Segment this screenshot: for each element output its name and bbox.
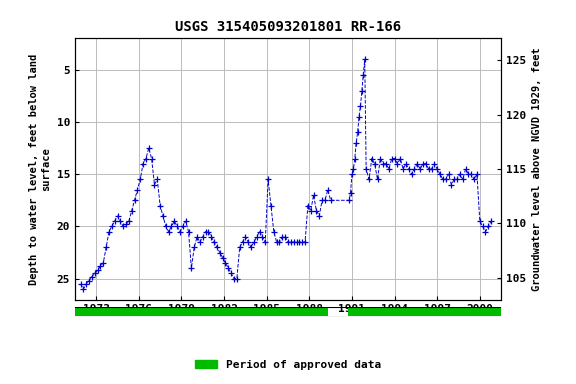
Title: USGS 315405093201801 RR-166: USGS 315405093201801 RR-166 xyxy=(175,20,401,35)
Y-axis label: Groundwater level above NGVD 1929, feet: Groundwater level above NGVD 1929, feet xyxy=(532,47,542,291)
Bar xyxy=(75,308,328,316)
Legend: Period of approved data: Period of approved data xyxy=(191,356,385,375)
Bar xyxy=(348,308,501,316)
Y-axis label: Depth to water level, feet below land
surface: Depth to water level, feet below land su… xyxy=(29,53,51,285)
